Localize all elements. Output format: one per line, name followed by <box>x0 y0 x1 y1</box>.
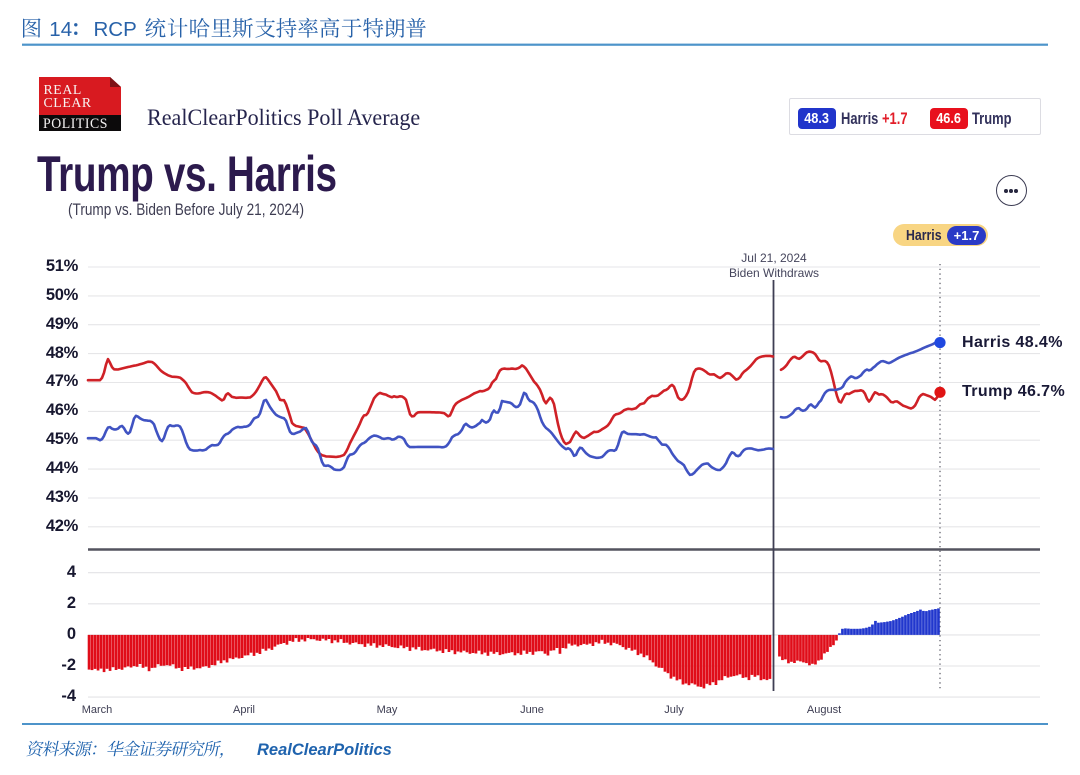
svg-text:RealClearPolitics: RealClearPolitics <box>257 741 392 759</box>
svg-text:RCP: RCP <box>94 18 137 41</box>
svg-text:14: 14 <box>49 18 72 41</box>
